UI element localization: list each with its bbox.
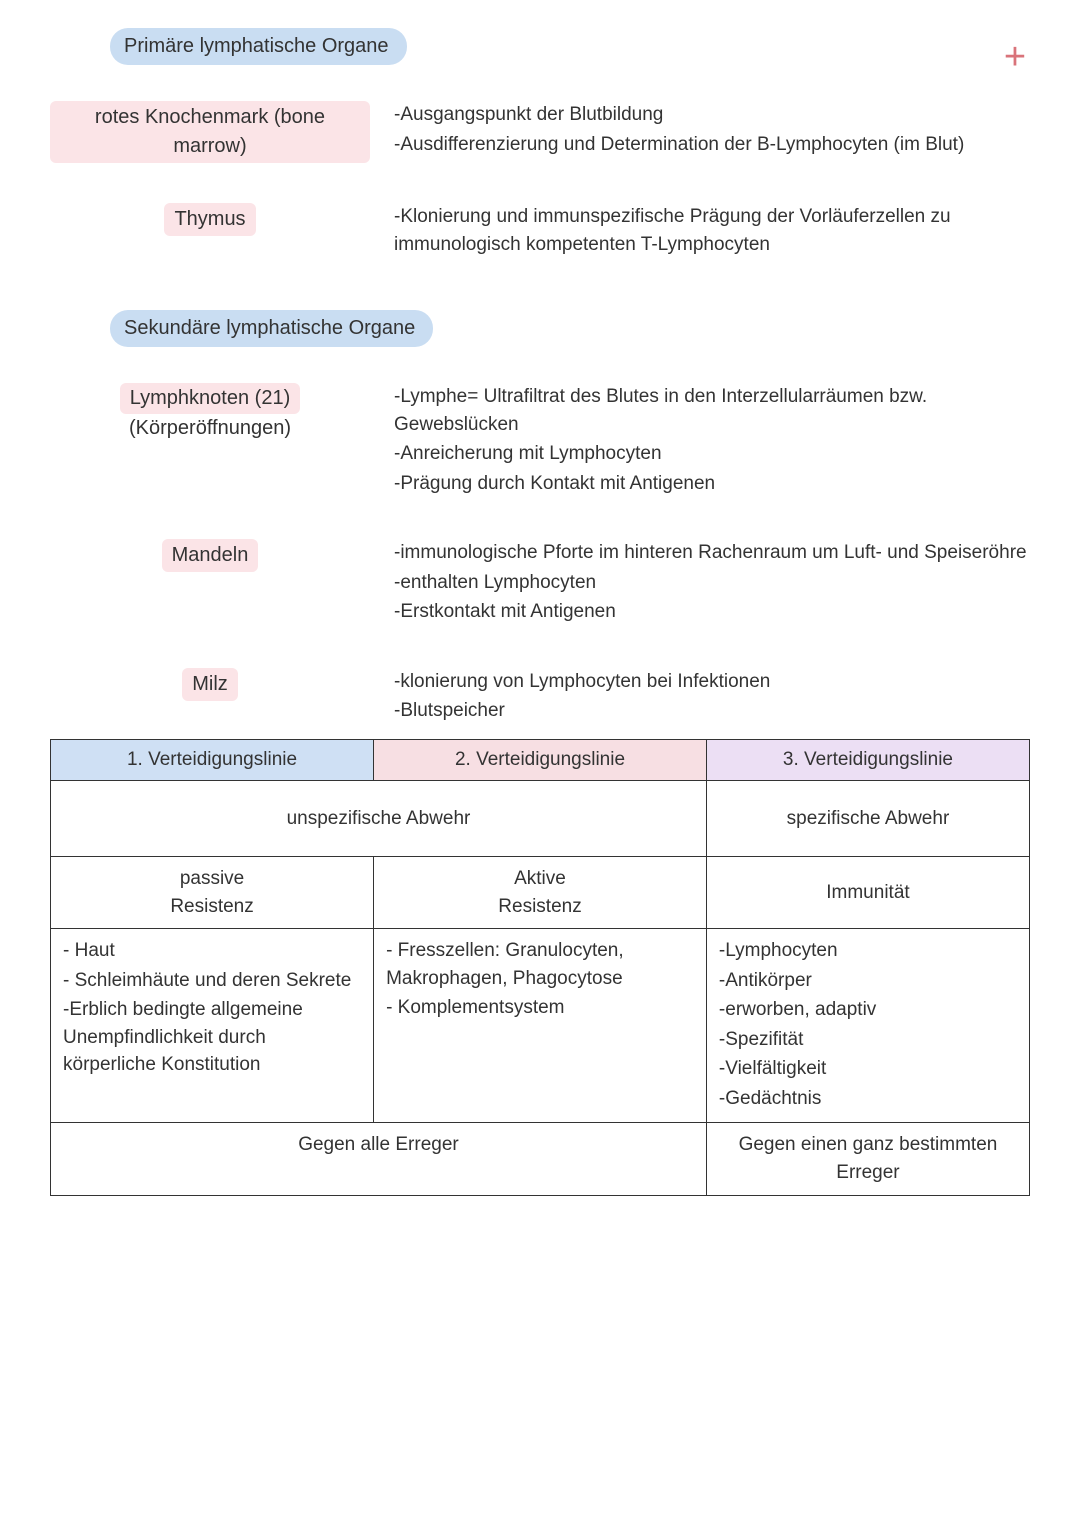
text-line: -Ausgangspunkt der Blutbildung: [394, 101, 1030, 129]
heading-secondary: Sekundäre lymphatische Organe: [110, 310, 433, 347]
heading-primary: Primäre lymphatische Organe: [110, 28, 407, 65]
cell-immunity-list: -Lymphocyten -Antikörper -erworben, adap…: [706, 929, 1029, 1123]
text-line: -Lymphocyten: [719, 937, 1017, 965]
cell-immunity: Immunität: [706, 857, 1029, 929]
term-lymphknoten-sub: (Körperöffnungen): [129, 417, 291, 439]
text-line: -Klonierung und immunspezifische Prägung…: [394, 203, 1030, 258]
table-row: 1. Verteidigungslinie 2. Verteidigungsli…: [51, 740, 1030, 781]
row-lymphknoten: Lymphknoten (21) (Körperöffnungen) -Lymp…: [50, 383, 1030, 499]
text-line: -Anreicherung mit Lymphocyten: [394, 440, 1030, 468]
text-line: -Prägung durch Kontakt mit Antigenen: [394, 470, 1030, 498]
text-line: -Antikörper: [719, 967, 1017, 995]
desc-thymus: -Klonierung und immunspezifische Prägung…: [380, 203, 1030, 260]
text-line: - Schleimhäute und deren Sekrete: [63, 967, 361, 995]
cell-passive-list: - Haut - Schleimhäute und deren Sekrete …: [51, 929, 374, 1123]
table-row: - Haut - Schleimhäute und deren Sekrete …: [51, 929, 1030, 1123]
add-icon[interactable]: +: [994, 36, 1036, 78]
defense-table: 1. Verteidigungslinie 2. Verteidigungsli…: [50, 739, 1030, 1196]
text-line: -Vielfältigkeit: [719, 1055, 1017, 1083]
term-lymphknoten: Lymphknoten (21): [120, 383, 300, 414]
section-secondary: Sekundäre lymphatische Organe Lymphknote…: [50, 310, 1030, 727]
text-line: - Komplementsystem: [386, 994, 694, 1022]
col-header-3: 3. Verteidigungslinie: [706, 740, 1029, 781]
text-line: -Gedächtnis: [719, 1085, 1017, 1113]
text-line: -Erstkontakt mit Antigenen: [394, 598, 1030, 626]
desc-lymphknoten: -Lymphe= Ultrafiltrat des Blutes in den …: [380, 383, 1030, 499]
cell-specific: spezifische Abwehr: [706, 780, 1029, 857]
text-line: -Lymphe= Ultrafiltrat des Blutes in den …: [394, 383, 1030, 438]
text-line: -erworben, adaptiv: [719, 996, 1017, 1024]
cell-active-list: - Fresszellen: Granulocyten, Makrophagen…: [374, 929, 707, 1123]
text-line: -enthalten Lymphocyten: [394, 569, 1030, 597]
text-line: -Erblich bedingte allgemeine Unempfindli…: [63, 996, 361, 1079]
desc-bone-marrow: -Ausgangspunkt der Blutbildung -Ausdiffe…: [380, 101, 1030, 160]
cell-all-pathogens: Gegen alle Erreger: [51, 1123, 707, 1195]
text-line: -Spezifität: [719, 1026, 1017, 1054]
text-line: passive: [63, 865, 361, 893]
cell-unspecific: unspezifische Abwehr: [51, 780, 707, 857]
text-line: Resistenz: [386, 893, 694, 921]
section-primary: Primäre lymphatische Organe rotes Knoche…: [50, 28, 1030, 260]
col-header-2: 2. Verteidigungslinie: [374, 740, 707, 781]
table-row: unspezifische Abwehr spezifische Abwehr: [51, 780, 1030, 857]
table-row: passive Resistenz Aktive Resistenz Immun…: [51, 857, 1030, 929]
desc-milz: -klonierung von Lymphocyten bei Infektio…: [380, 668, 1030, 727]
row-bone-marrow: rotes Knochenmark (bone marrow) -Ausgang…: [50, 101, 1030, 163]
desc-mandeln: -immunologische Pforte im hinteren Rache…: [380, 539, 1030, 628]
text-line: -immunologische Pforte im hinteren Rache…: [394, 539, 1030, 567]
cell-specific-pathogen: Gegen einen ganz bestimmten Erreger: [706, 1123, 1029, 1195]
term-bone-marrow: rotes Knochenmark (bone marrow): [50, 101, 370, 163]
term-milz: Milz: [182, 668, 238, 701]
text-line: - Haut: [63, 937, 361, 965]
row-mandeln: Mandeln -immunologische Pforte im hinter…: [50, 539, 1030, 628]
cell-passive: passive Resistenz: [51, 857, 374, 929]
text-line: Resistenz: [63, 893, 361, 921]
cell-active: Aktive Resistenz: [374, 857, 707, 929]
text-line: -Blutspeicher: [394, 697, 1030, 725]
text-line: Aktive: [386, 865, 694, 893]
text-line: -klonierung von Lymphocyten bei Infektio…: [394, 668, 1030, 696]
text-line: - Fresszellen: Granulocyten, Makrophagen…: [386, 937, 694, 992]
row-thymus: Thymus -Klonierung und immunspezifische …: [50, 203, 1030, 260]
col-header-1: 1. Verteidigungslinie: [51, 740, 374, 781]
table-row: Gegen alle Erreger Gegen einen ganz best…: [51, 1123, 1030, 1195]
term-thymus: Thymus: [164, 203, 255, 236]
term-mandeln: Mandeln: [162, 539, 259, 572]
row-milz: Milz -klonierung von Lymphocyten bei Inf…: [50, 668, 1030, 727]
text-line: -Ausdifferenzierung und Determination de…: [394, 131, 1030, 159]
